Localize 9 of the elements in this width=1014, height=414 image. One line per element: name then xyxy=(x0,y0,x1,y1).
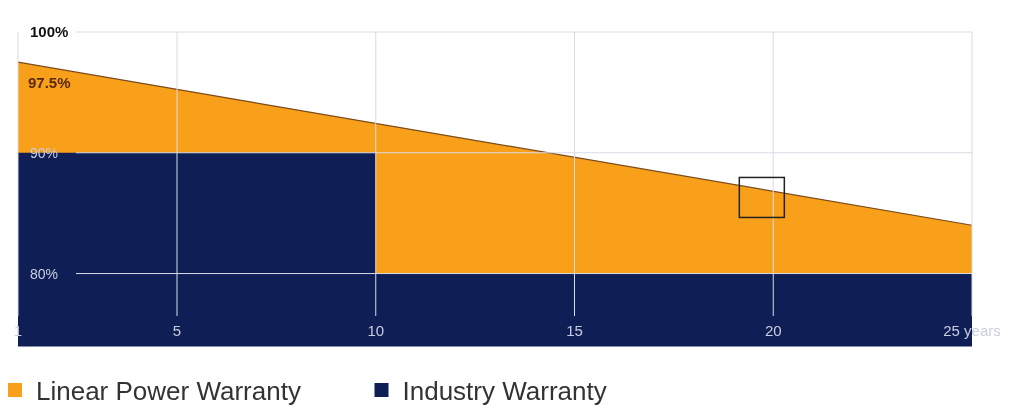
x-tick-label: 20 xyxy=(764,322,782,339)
y-tick-label: 100% xyxy=(30,23,69,40)
y-tick-label: 80% xyxy=(30,265,59,282)
legend-label: Industry Warranty xyxy=(402,376,607,406)
x-tick-label: 15 xyxy=(566,322,583,339)
legend-label: Linear Power Warranty xyxy=(36,376,301,406)
annotation: 97.5% xyxy=(28,74,71,92)
x-tick-label: 5 xyxy=(172,322,182,339)
x-tick-label: 10 xyxy=(367,322,385,339)
